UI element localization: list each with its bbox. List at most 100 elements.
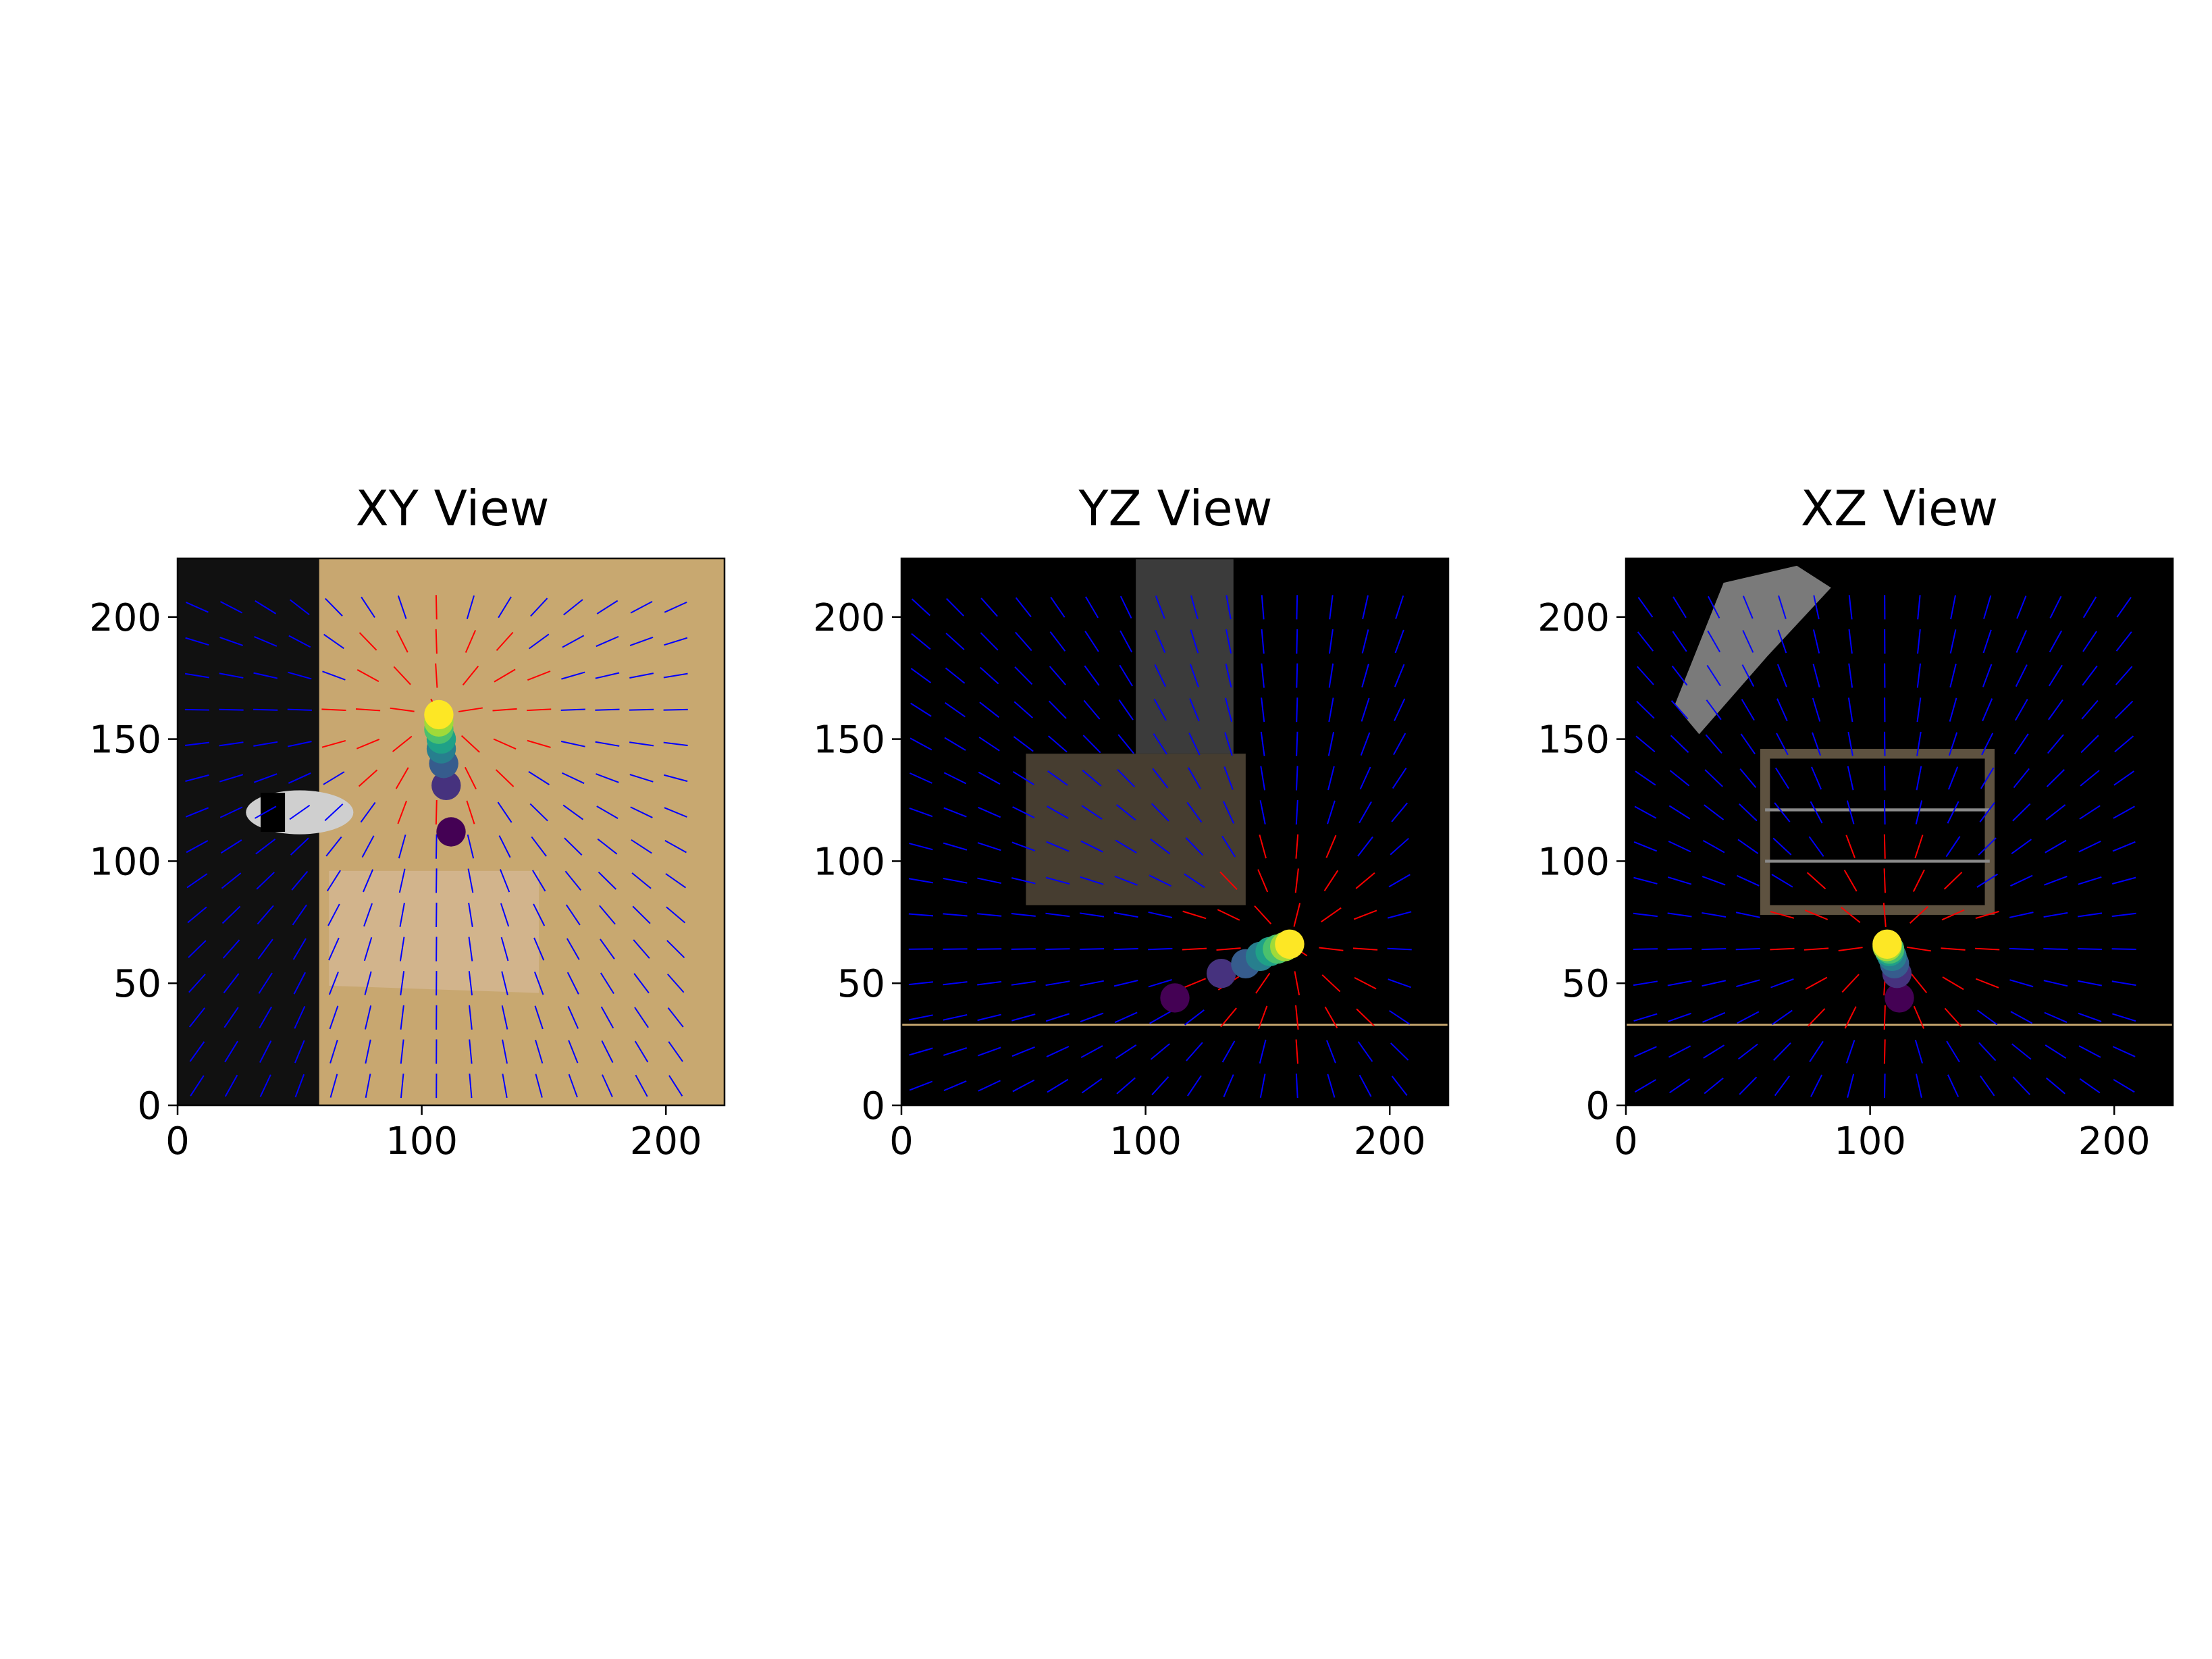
xy-quiver-arrow <box>498 596 512 618</box>
xy-quiver-arrow <box>255 838 276 855</box>
xy-quiver-arrow <box>527 708 552 712</box>
xz-quiver-arrow <box>1707 630 1721 653</box>
yz-y-tick-label: 150 <box>813 718 885 762</box>
xy-quiver-arrow <box>358 769 378 787</box>
xz-quiver-arrow <box>2048 664 2063 687</box>
xy-quiver-arrow <box>635 1074 648 1097</box>
yz-quiver-arrow <box>1115 1044 1137 1059</box>
yz-quiver-arrow <box>1391 1076 1408 1096</box>
xz-quiver-arrow <box>1981 733 1994 756</box>
yz-quiver-arrow <box>978 1080 1001 1092</box>
xy-quiver-arrow <box>467 868 474 893</box>
xz-quiver-arrow <box>1847 1074 1855 1098</box>
yz-quiver-arrow <box>1295 834 1299 859</box>
xz-quiver-arrow <box>1912 869 1925 892</box>
yz-quiver-arrow <box>1223 1074 1234 1098</box>
xz-quiver-arrow <box>1742 630 1754 653</box>
xy-quiver-arrow <box>567 972 579 995</box>
yz-quiver-arrow <box>979 702 1000 718</box>
xz-quiver-arrow <box>2010 874 2033 887</box>
xy-view-title: XY View <box>355 480 549 537</box>
xz-quiver-arrow <box>1976 873 1998 888</box>
yz-quiver <box>908 595 1412 1099</box>
xz-quiver-arrow <box>1941 947 1966 951</box>
yz-quiver-arrow <box>1260 766 1266 791</box>
yz-quiver-arrow <box>1118 699 1134 720</box>
xy-quiver-arrow <box>469 1073 473 1099</box>
yz-quiver-arrow <box>1220 1007 1237 1028</box>
xz-quiver-arrow <box>1774 802 1791 822</box>
yz-quiver-arrow <box>1295 1005 1299 1030</box>
xz-quiver-arrow <box>2111 980 2136 986</box>
xy-view-panel: XY View 0 100 200 0 50 100 150 200 <box>89 480 726 1163</box>
yz-quiver-arrow <box>1254 905 1272 924</box>
xz-quiver-arrow <box>1847 697 1853 722</box>
xy-quiver-arrow <box>287 741 312 747</box>
xy-quiver-arrow <box>357 668 379 683</box>
yz-quiver-arrow <box>1324 1006 1338 1029</box>
xy-quiver-arrow <box>328 971 339 995</box>
yz-quiver-arrow <box>1261 629 1265 654</box>
yz-quiver-arrow <box>1259 1039 1267 1064</box>
yz-quiver-arrow <box>1390 837 1409 855</box>
xz-quiver-arrow <box>1947 801 1959 824</box>
xy-quiver-arrow <box>435 834 438 859</box>
yz-quiver-arrow <box>1151 1076 1169 1096</box>
xy-quiver-arrow <box>466 800 475 824</box>
xz-quiver-arrow <box>1708 596 1720 618</box>
xy-quiver-arrow <box>468 902 473 927</box>
xz-quiver-arrow <box>1670 735 1689 754</box>
xy-quiver-arrow <box>562 772 585 785</box>
xz-quiver-arrow <box>1982 664 1993 687</box>
yz-quiver-arrow <box>1117 734 1134 754</box>
xy-quiver-arrow <box>528 633 550 650</box>
xy-quiver-arrow <box>565 904 581 926</box>
xy-quiver-arrow <box>399 937 405 962</box>
xz-quiver-arrow <box>2044 1011 2068 1023</box>
yz-quiver-arrow <box>1325 835 1337 858</box>
yz-quiver-arrow <box>1119 664 1133 687</box>
yz-quiver-arrow <box>1184 873 1205 889</box>
xy-quiver-arrow <box>531 836 547 857</box>
xy-quiver-arrow <box>634 1041 649 1063</box>
xz-quiver-arrow <box>1812 629 1820 654</box>
yz-quiver-arrow <box>1391 802 1408 822</box>
yz-quiver-arrow <box>1116 1077 1136 1095</box>
xy-quiver-arrow <box>223 1007 239 1028</box>
xz-quiver-arrow <box>1739 768 1757 788</box>
yz-quiver-arrow <box>977 1047 1001 1057</box>
xz-view-panel: XZ View 0 100 200 0 50 100 150 200 <box>1537 480 2174 1163</box>
xz-quiver-arrow <box>2043 912 2068 918</box>
xz-quiver-arrow <box>1772 1009 1793 1025</box>
xz-quiver-arrow <box>1811 766 1822 790</box>
xz-quiver-arrow <box>1776 664 1787 687</box>
xy-quiver-arrow <box>184 673 209 679</box>
xz-quiver-arrow <box>1772 837 1792 855</box>
xz-quiver-arrow <box>1916 731 1922 756</box>
xy-quiver-arrow <box>355 708 381 712</box>
yz-quiver-arrow <box>943 981 968 986</box>
yz-quiver-arrow <box>1329 595 1334 620</box>
xy-quiver-arrow <box>224 1041 238 1063</box>
xy-quiver-arrow <box>562 635 585 648</box>
yz-quiver-arrow <box>1046 1045 1070 1057</box>
xy-quiver-arrow <box>568 1040 579 1063</box>
yz-quiver-arrow <box>1327 800 1336 824</box>
xz-quiver-arrow <box>1848 595 1853 620</box>
yz-x-tick-label: 200 <box>1354 1120 1426 1163</box>
yz-quiver-arrow <box>908 878 933 884</box>
xz-quiver-arrow <box>1916 663 1922 688</box>
yz-quiver-arrow <box>908 913 934 917</box>
yz-quiver-arrow <box>1114 875 1138 886</box>
xy-quiver-arrow <box>399 902 405 927</box>
xz-quiver-arrow <box>1978 1042 1997 1061</box>
yz-quiver-arrow <box>1085 596 1099 618</box>
yz-quiver-arrow <box>943 842 968 851</box>
xy-quiver-arrow <box>601 1040 614 1063</box>
yz-quiver-arrow <box>977 913 1002 917</box>
yz-quiver-arrow <box>1361 629 1369 654</box>
xz-quiver-arrow <box>1633 841 1658 852</box>
xz-quiver-arrow <box>2114 735 2134 753</box>
xy-quiver-arrow <box>663 741 688 747</box>
xy-quiver-arrow <box>186 840 209 853</box>
